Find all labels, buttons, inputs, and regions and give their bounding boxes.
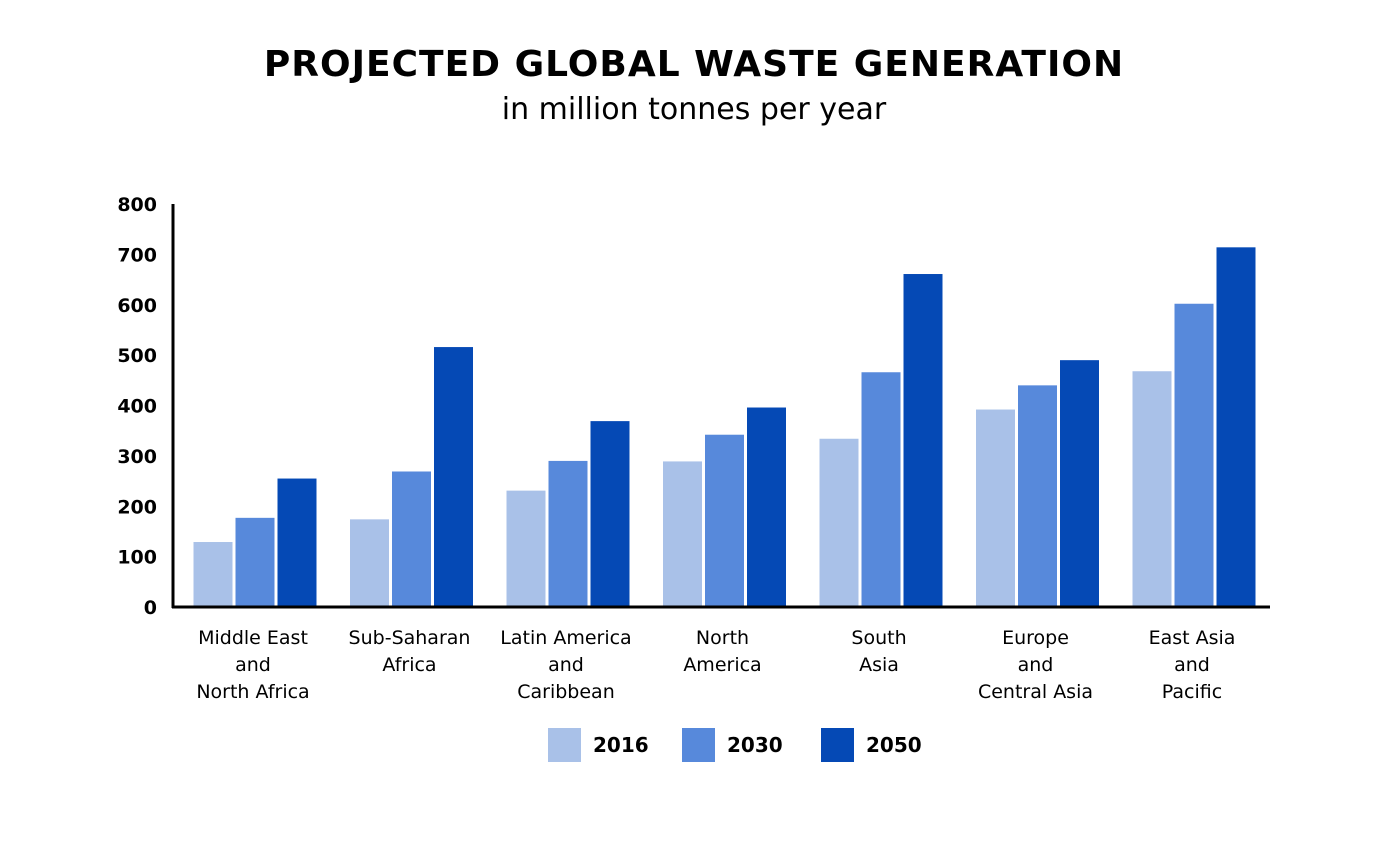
- y-tick-label: 400: [117, 396, 157, 418]
- chart-title: PROJECTED GLOBAL WASTE GENERATION: [263, 44, 1125, 85]
- x-category-label: and: [235, 654, 271, 676]
- y-tick-label: 100: [117, 547, 157, 569]
- x-category-label: and: [1174, 654, 1210, 676]
- x-category-label: Central Asia: [978, 681, 1093, 703]
- y-tick-label: 200: [117, 496, 157, 518]
- x-category-label: Pacific: [1162, 681, 1222, 703]
- bar-2050-cat-6: [1216, 247, 1256, 607]
- legend-swatch-2050: [821, 728, 854, 762]
- x-category-label: East Asia: [1149, 627, 1236, 649]
- x-category-label: Asia: [859, 654, 899, 676]
- x-category-label: Caribbean: [517, 681, 615, 703]
- legend-label-2050: 2050: [866, 733, 922, 757]
- bar-2030-cat-4: [861, 372, 901, 607]
- x-category-label: South: [851, 627, 906, 649]
- chart-subtitle: in million tonnes per year: [501, 92, 887, 127]
- bar-2050-cat-4: [903, 274, 943, 607]
- bar-2050-cat-2: [590, 421, 630, 607]
- bar-2030-cat-1: [392, 471, 431, 607]
- y-tick-label: 300: [117, 446, 157, 468]
- y-tick-label: 700: [117, 244, 157, 266]
- bar-2016-cat-6: [1132, 371, 1172, 607]
- x-category-label: North Africa: [196, 681, 309, 703]
- x-category-label: and: [548, 654, 584, 676]
- x-category-label: Sub-Saharan: [349, 627, 471, 649]
- legend: 2016 2030 2050: [548, 728, 922, 762]
- bar-2030-cat-6: [1174, 303, 1214, 607]
- bar-2030-cat-2: [548, 460, 588, 607]
- x-category-label: Latin America: [500, 627, 631, 649]
- y-tick-labels: 0 100 200 300 400 500 600 700 800: [117, 194, 157, 619]
- bar-2030-cat-5: [1018, 385, 1057, 607]
- y-tick-label: 800: [117, 194, 157, 216]
- x-category-label: Middle East: [198, 627, 308, 649]
- bar-2016-cat-5: [976, 409, 1015, 607]
- y-tick-label: 500: [117, 345, 157, 367]
- bar-2030-cat-3: [705, 434, 744, 607]
- x-category-label: and: [1018, 654, 1054, 676]
- bar-2016-cat-1: [350, 519, 389, 607]
- bar-2050-cat-1: [434, 347, 473, 607]
- y-tick-label: 0: [144, 597, 157, 619]
- legend-swatch-2016: [548, 728, 581, 762]
- legend-swatch-2030: [682, 728, 715, 762]
- legend-label-2030: 2030: [727, 733, 783, 757]
- bars-layer: [193, 247, 1256, 607]
- x-category-label: Africa: [382, 654, 436, 676]
- bar-2016-cat-4: [819, 438, 859, 607]
- bar-2030-cat-0: [235, 517, 275, 607]
- x-category-label: Europe: [1002, 627, 1069, 649]
- y-tick-label: 600: [117, 295, 157, 317]
- x-category-label: North: [696, 627, 749, 649]
- bar-2016-cat-2: [506, 490, 546, 607]
- bar-2016-cat-0: [193, 542, 233, 607]
- bar-2016-cat-3: [663, 461, 702, 607]
- bar-2050-cat-0: [277, 478, 317, 607]
- x-category-labels: Middle East and North Africa Sub-Saharan Afr…: [196, 627, 1235, 703]
- x-category-label: America: [683, 654, 761, 676]
- bar-2050-cat-5: [1060, 360, 1099, 607]
- bar-2050-cat-3: [747, 407, 786, 607]
- legend-label-2016: 2016: [593, 733, 649, 757]
